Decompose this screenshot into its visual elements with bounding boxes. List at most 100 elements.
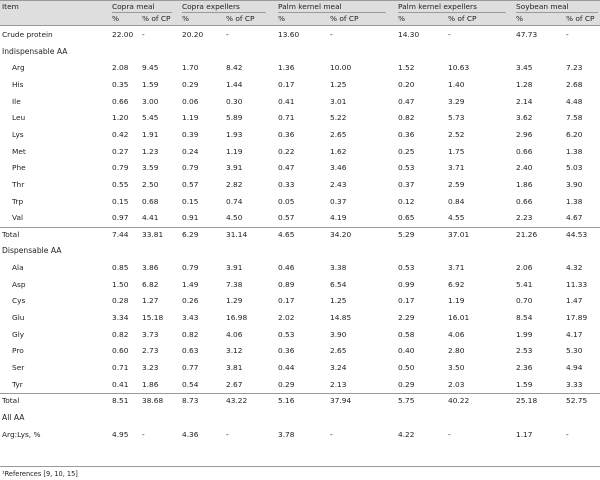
table-cell: -	[330, 30, 333, 39]
group-underline-copra-expellers	[182, 12, 266, 13]
table-cell: -	[448, 429, 451, 439]
table-cell: 16.98	[226, 313, 248, 322]
table-cell: 5.89	[226, 113, 243, 123]
row-label: Arg	[12, 63, 25, 73]
group-underline-palm-kernel-meal	[278, 12, 386, 13]
table-cell: 0.37	[330, 196, 347, 206]
table-cell: 0.35	[112, 79, 129, 89]
table-cell: 8.73	[182, 396, 199, 406]
table-cell: 33.81	[142, 229, 164, 239]
table-cell: 3.38	[330, 263, 347, 273]
table-cell: 14.30	[398, 30, 420, 39]
table-cell: 3.71	[448, 163, 465, 173]
table-cell: -	[142, 30, 145, 39]
row-label: Glu	[12, 313, 25, 322]
table-cell: 7.23	[566, 63, 583, 73]
table-cell: 7.58	[566, 113, 583, 123]
table-cell: 2.08	[112, 63, 129, 73]
table-cell: 3.62	[516, 113, 533, 123]
row-label: Arg:Lys, %	[2, 429, 41, 439]
table-cell: 2.59	[448, 179, 465, 189]
table-cell: 4.95	[112, 429, 129, 439]
row-label: Asp	[12, 279, 26, 289]
table-cell: 3.24	[330, 363, 347, 372]
table-cell: 47.73	[516, 30, 538, 39]
row-label: Ser	[12, 363, 25, 372]
subheader-pct-copra-expellers: %	[182, 14, 190, 23]
table-cell: 5.03	[566, 163, 583, 173]
table-cell: 0.25	[398, 146, 415, 156]
table-cell: 2.23	[516, 213, 533, 223]
table-cell: 44.53	[566, 229, 588, 239]
table-cell: 14.85	[330, 313, 352, 322]
table-cell: 3.90	[566, 179, 583, 189]
table-cell: 2.29	[398, 313, 415, 322]
table-cell: 1.49	[182, 279, 199, 289]
table-cell: 1.75	[448, 146, 465, 156]
table-cell: 0.44	[278, 363, 295, 372]
table-cell: 1.19	[182, 113, 199, 123]
table-cell: 0.57	[182, 179, 199, 189]
table-cell: 2.68	[566, 79, 583, 89]
table-cell: 4.17	[566, 329, 583, 339]
table-cell: 0.42	[112, 129, 129, 139]
subheader-pctcp-palm-kernel-expellers: % of CP	[448, 14, 477, 23]
table-cell: 0.47	[278, 163, 295, 173]
table-cell: 15.18	[142, 313, 164, 322]
row-label: His	[12, 79, 24, 89]
row-label: Lys	[12, 129, 24, 139]
table-cell: 0.55	[112, 179, 129, 189]
table-cell: 0.15	[112, 196, 129, 206]
table-cell: 0.24	[182, 146, 199, 156]
table-cell: -	[448, 30, 451, 39]
table-cell: 5.41	[516, 279, 533, 289]
row-label: Val	[12, 213, 24, 223]
subheader-pctcp-copra-expellers: % of CP	[226, 14, 255, 23]
section-label: All AA	[2, 412, 25, 422]
table-cell: 0.54	[182, 379, 199, 389]
table-cell: 21.26	[516, 229, 538, 239]
table-cell: 4.50	[226, 213, 243, 223]
table-cell: 1.27	[142, 296, 159, 306]
row-label: Thr	[12, 179, 25, 189]
header-bottom-rule	[0, 25, 600, 26]
table-cell: 11.33	[566, 279, 588, 289]
table-cell: 0.20	[398, 79, 415, 89]
subheader-pct-palm-kernel-meal: %	[278, 14, 286, 23]
row-label: Leu	[12, 113, 26, 123]
table-cell: 1.44	[226, 79, 243, 89]
total-rule	[0, 226, 600, 228]
table-cell: 6.92	[448, 279, 465, 289]
table-cell: 37.01	[448, 229, 470, 239]
table-cell: 0.47	[398, 96, 415, 106]
table-cell: 0.71	[278, 113, 295, 123]
header-palm-kernel-meal: Palm kernel meal	[278, 2, 342, 11]
table-cell: 0.66	[516, 146, 533, 156]
table-cell: 3.78	[278, 429, 295, 439]
table-cell: 2.14	[516, 96, 533, 106]
table-cell: 3.50	[448, 363, 465, 372]
table-cell: -	[226, 429, 229, 439]
table-cell: 8.51	[112, 396, 129, 406]
row-label: Met	[12, 146, 26, 156]
row-label: Ile	[12, 96, 21, 106]
table-cell: 0.71	[112, 363, 129, 372]
table-cell: 1.59	[142, 79, 159, 89]
table-cell: 1.25	[330, 79, 347, 89]
table-cell: 6.82	[142, 279, 159, 289]
table-cell: -	[142, 429, 145, 439]
table-cell: 5.16	[278, 396, 295, 406]
group-underline-soybean-meal	[516, 12, 598, 13]
table-cell: 6.20	[566, 129, 583, 139]
table-cell: 0.66	[112, 96, 129, 106]
table-cell: 0.89	[278, 279, 295, 289]
table-cell: 2.67	[226, 379, 243, 389]
table-cell: 0.53	[278, 329, 295, 339]
table-cell: 0.50	[398, 363, 415, 372]
table-cell: 1.38	[566, 146, 583, 156]
table-cell: 4.65	[278, 229, 295, 239]
table-cell: 0.27	[112, 146, 129, 156]
table-cell: 8.54	[516, 313, 533, 322]
table-cell: 52.75	[566, 396, 588, 406]
table-cell: 0.97	[112, 213, 129, 223]
